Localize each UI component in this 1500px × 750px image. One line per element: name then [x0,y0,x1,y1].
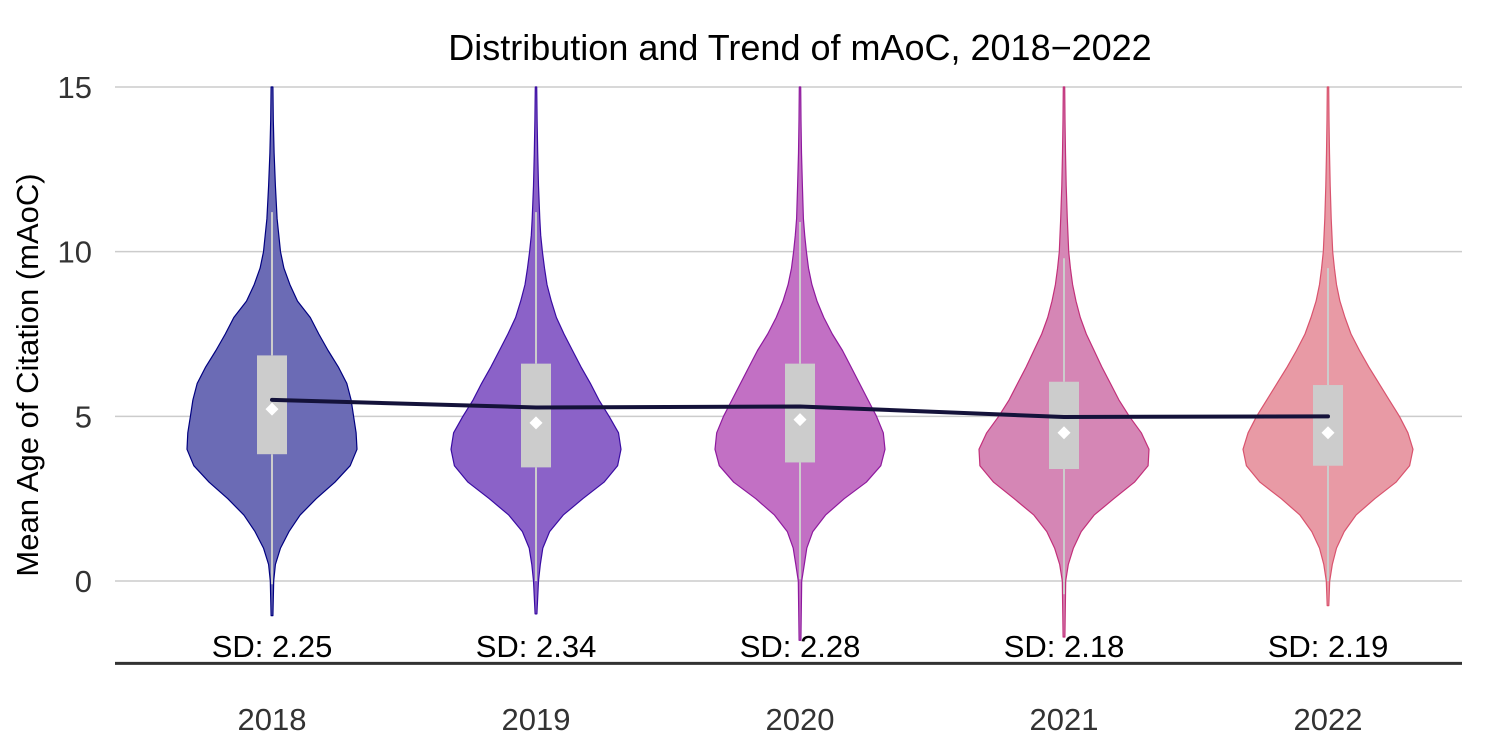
x-tick-label: 2019 [502,702,571,737]
x-tick-label: 2018 [238,702,307,737]
sd-label-2021: SD: 2.18 [1004,629,1125,664]
mean-marker-2022 [1321,426,1335,440]
violins [186,86,1414,641]
sd-label-2022: SD: 2.19 [1268,629,1389,664]
box-2019 [521,363,551,468]
x-tick-label: 2020 [766,702,835,737]
labels: 0 5 10 15 SD: 2.25 2018 SD: 2.34 2019 SD: 2.28 20… [58,70,1389,737]
box-2020 [785,363,815,463]
x-tick-label: 2022 [1294,702,1363,737]
sd-label-2019: SD: 2.34 [476,629,597,664]
sd-label-2020: SD: 2.28 [740,629,861,664]
chart-title: Distribution and Trend of mAoC, 2018−202… [448,27,1151,68]
mean-marker-2018 [265,402,279,416]
y-tick-label: 0 [75,564,92,599]
y-axis-label: Mean Age of Citation (mAoC) [10,173,45,576]
box-2022 [1313,385,1343,466]
trend-line [270,397,1330,419]
mean-marker-2021 [1057,426,1071,440]
mean-marker-2019 [529,416,543,430]
y-tick-label: 5 [75,399,92,434]
box-2021 [1049,381,1079,470]
x-tick-label: 2021 [1030,702,1099,737]
y-tick-label: 10 [58,235,92,270]
mean-marker-2020 [793,413,807,427]
y-tick-label: 15 [58,70,92,105]
sd-label-2018: SD: 2.25 [212,629,333,664]
trend-line-group [270,397,1330,419]
